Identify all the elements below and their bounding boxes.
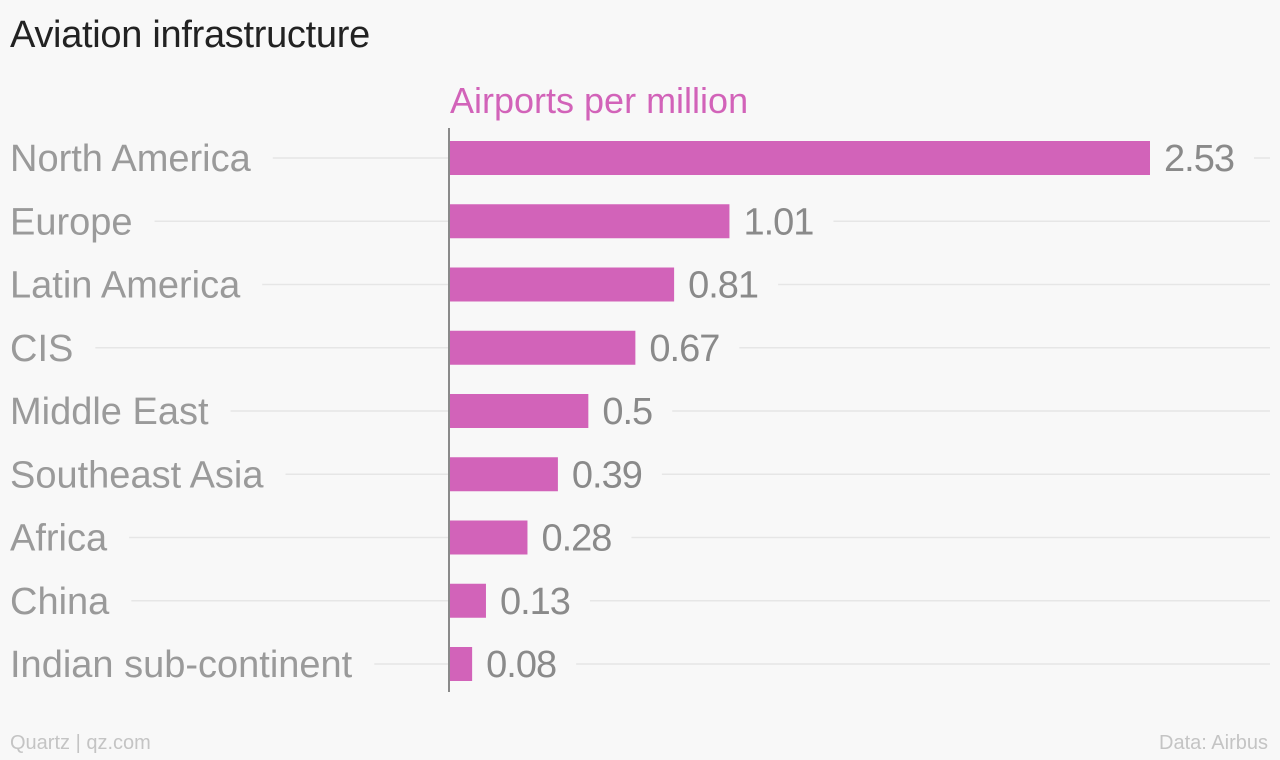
- chart-title: Aviation infrastructure: [10, 14, 370, 56]
- value-label: 0.67: [649, 328, 719, 370]
- bar: [450, 520, 528, 555]
- bar: [450, 330, 636, 365]
- bars: [450, 141, 1150, 681]
- value-label: 0.5: [602, 391, 652, 433]
- value-labels: 2.53 1.01 0.81 0.67 0.5 0.39 0.28 0.13 0.08: [486, 138, 1235, 686]
- bar: [450, 583, 486, 618]
- value-label: 0.08: [486, 644, 556, 686]
- category-labels: North America Europe Latin America CIS Middl…: [10, 138, 353, 686]
- category-label: Southeast Asia: [10, 454, 264, 496]
- value-label: 0.13: [500, 581, 570, 623]
- bar: [450, 204, 730, 239]
- source-credit: Quartz | qz.com: [10, 732, 151, 754]
- category-label: Latin America: [10, 265, 241, 307]
- value-label: 0.39: [572, 454, 642, 496]
- series-label: Airports per million: [450, 80, 748, 121]
- value-label: 1.01: [743, 201, 813, 243]
- bar: [450, 394, 589, 428]
- bar: [450, 647, 473, 681]
- value-label: 0.28: [541, 518, 611, 560]
- value-label: 0.81: [688, 265, 758, 307]
- bar: [450, 457, 558, 492]
- bar: [450, 141, 1150, 175]
- category-label: Africa: [10, 518, 108, 560]
- category-label: Indian sub-continent: [10, 644, 353, 686]
- data-source: Data: Airbus: [1159, 732, 1268, 754]
- gridlines: [95, 157, 1270, 665]
- category-label: Middle East: [10, 391, 209, 433]
- category-label: Europe: [10, 201, 133, 243]
- category-label: China: [10, 581, 110, 623]
- bar: [450, 267, 675, 302]
- category-label: North America: [10, 138, 252, 180]
- value-label: 2.53: [1164, 138, 1234, 180]
- category-label: CIS: [10, 328, 73, 370]
